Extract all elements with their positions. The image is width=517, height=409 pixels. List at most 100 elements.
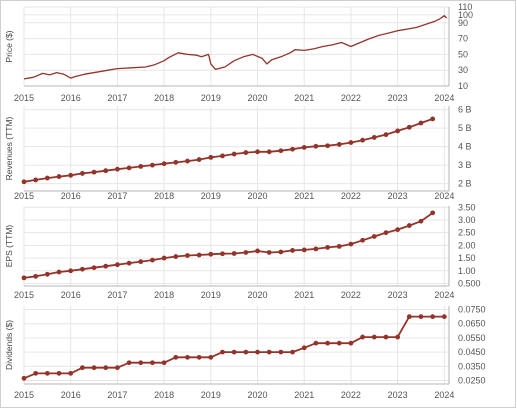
data-point — [325, 143, 330, 149]
y-tick-label: 0.0250 — [458, 375, 486, 385]
y-tick-label: 50 — [458, 49, 468, 59]
data-point — [185, 253, 190, 258]
data-point — [150, 360, 155, 366]
y-tick-label: 0.0350 — [458, 361, 486, 371]
chart-panel-2: 6 B 5 B 4 B 3 B 2 B 2015 2016 2017 2018 2019 2020 2… — [4, 105, 472, 201]
data-point — [383, 334, 389, 340]
data-point — [348, 140, 354, 145]
data-point — [231, 349, 237, 355]
data-point — [301, 247, 307, 253]
data-point — [395, 334, 401, 340]
y-tick-label: 0.0550 — [458, 333, 486, 343]
x-tick-label: 2020 — [248, 191, 268, 201]
data-point — [371, 334, 377, 340]
x-tick-label: 2018 — [154, 290, 174, 300]
x-tick-label: 2022 — [341, 290, 361, 300]
chart-panel-4: 0.0750 0.0650 0.0550 0.0450 0.0350 0.0250 2015… — [4, 305, 486, 400]
data-point — [21, 179, 27, 185]
data-point — [290, 248, 295, 253]
x-tick-label: 2020 — [248, 93, 268, 103]
x-tick-label: 2017 — [107, 93, 127, 103]
data-point — [161, 255, 167, 261]
x-tick-label: 2020 — [248, 290, 268, 300]
data-point — [278, 148, 284, 154]
data-point — [68, 370, 74, 376]
x-tick-label: 2019 — [201, 390, 221, 400]
x-tick-label: 2017 — [107, 191, 127, 201]
data-point — [430, 210, 436, 216]
data-point — [56, 269, 62, 275]
x-tick-label: 2021 — [294, 390, 314, 400]
y-tick-label: 1.50 — [458, 253, 476, 263]
data-point — [360, 334, 365, 340]
data-point — [68, 172, 74, 178]
data-point — [208, 251, 214, 257]
y-tick-label: 110 — [458, 2, 472, 12]
data-point — [44, 175, 50, 181]
data-point — [79, 266, 85, 272]
data-point — [150, 257, 155, 263]
data-point — [430, 314, 436, 320]
data-point — [33, 273, 39, 279]
data-point — [406, 124, 412, 130]
y-tick-label: 4 B — [458, 142, 472, 152]
data-point — [173, 159, 179, 165]
data-point — [336, 142, 342, 147]
data-point — [231, 251, 237, 256]
data-point — [348, 241, 354, 247]
x-tick-label: 2024 — [434, 93, 454, 103]
data-point — [208, 354, 214, 360]
data-point — [44, 271, 50, 277]
data-point — [79, 171, 85, 176]
data-point — [44, 370, 50, 376]
x-tick-label: 2019 — [201, 290, 221, 300]
y-axis-title: Revenues (TTM) — [4, 116, 14, 180]
data-point — [418, 218, 424, 224]
data-point — [231, 151, 237, 157]
data-point — [255, 149, 260, 155]
x-tick-label: 2018 — [154, 191, 174, 201]
x-tick-label: 2023 — [388, 390, 408, 400]
y-tick-label: 90 — [458, 18, 468, 28]
data-point — [150, 162, 155, 168]
data-point — [313, 340, 319, 346]
y-tick-label: 3.50 — [458, 202, 476, 212]
x-tick-label: 2018 — [154, 93, 174, 103]
x-tick-label: 2024 — [434, 290, 454, 300]
data-point — [336, 243, 342, 249]
x-tick-label: 2017 — [107, 290, 127, 300]
data-point — [395, 128, 401, 134]
data-point — [220, 349, 225, 355]
x-tick-label: 2021 — [294, 290, 314, 300]
data-point — [126, 165, 132, 171]
data-point — [441, 314, 447, 320]
chart-panel-3: 3.50 3.00 2.50 2.00 1.50 1.00 0.500 2015 2016 201… — [4, 202, 481, 300]
data-point — [371, 234, 377, 239]
data-point — [126, 260, 132, 266]
data-point — [220, 153, 225, 159]
data-point — [196, 354, 202, 360]
data-point — [91, 265, 97, 271]
data-point — [161, 161, 167, 167]
data-point — [138, 259, 144, 265]
data-point — [21, 275, 27, 281]
y-tick-label: 70 — [458, 34, 468, 44]
data-point — [348, 340, 354, 346]
data-point — [418, 120, 424, 126]
data-point — [115, 262, 120, 268]
data-point — [56, 174, 62, 179]
data-point — [185, 158, 190, 164]
series-line — [23, 315, 445, 380]
x-tick-label: 2022 — [341, 93, 361, 103]
data-point — [21, 375, 27, 381]
data-point — [406, 314, 412, 320]
data-point — [430, 116, 436, 122]
x-tick-label: 2015 — [14, 93, 34, 103]
data-point — [360, 237, 365, 243]
x-tick-label: 2021 — [294, 191, 314, 201]
data-point — [161, 360, 167, 366]
data-point — [173, 254, 179, 259]
